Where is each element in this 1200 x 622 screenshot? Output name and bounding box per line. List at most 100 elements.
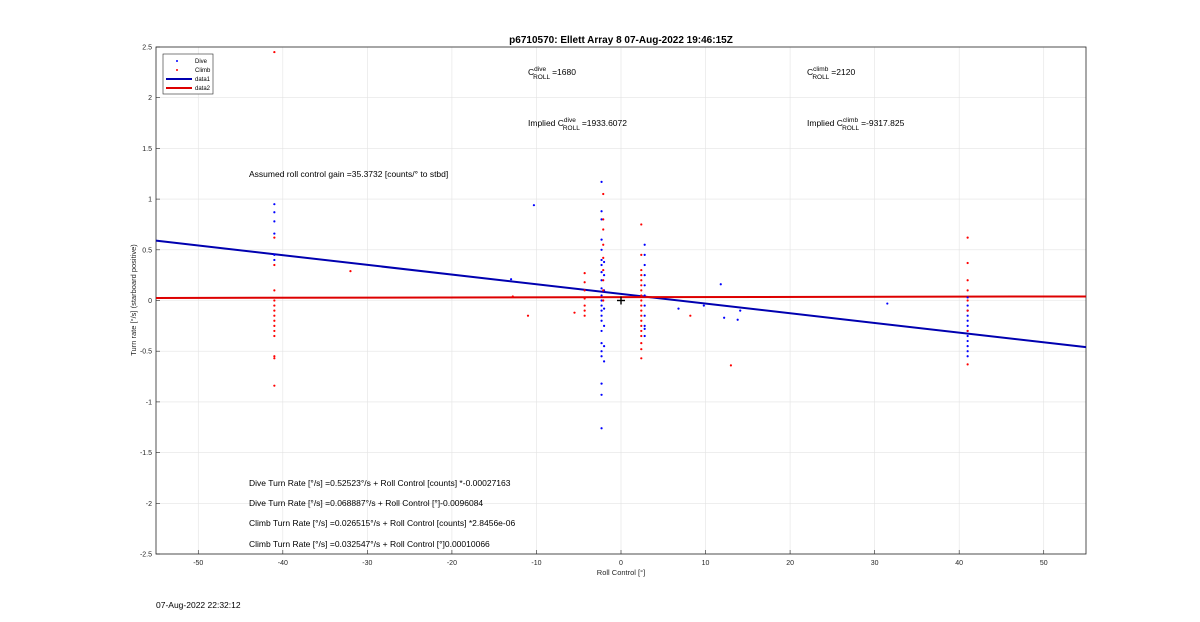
- data-point-climb: [602, 256, 605, 260]
- data-point-climb: [511, 295, 514, 298]
- c-roll-climb-sub: ROLL: [812, 74, 829, 81]
- data-points: [273, 50, 969, 430]
- data-point-climb: [273, 355, 276, 358]
- data-point-dive: [602, 307, 606, 310]
- c-roll-dive-prefix: C: [528, 67, 534, 77]
- data-point-dive: [643, 324, 646, 327]
- data-point-climb: [640, 357, 643, 360]
- data-point-dive: [509, 278, 513, 281]
- data-point-dive: [643, 274, 646, 277]
- data-point-dive: [719, 283, 722, 286]
- data-point-dive: [273, 258, 276, 262]
- data-point-dive: [736, 318, 739, 321]
- data-point-climb: [273, 309, 276, 312]
- data-point-dive: [600, 248, 603, 251]
- implied-dive-prefix: Implied C: [528, 118, 564, 128]
- legend-dive-marker: [176, 60, 178, 62]
- data-point-climb: [640, 274, 643, 277]
- data-point-dive: [643, 334, 646, 338]
- data-point-dive: [600, 319, 603, 322]
- x-tick-label: 10: [702, 560, 710, 567]
- data-point-climb: [640, 329, 643, 333]
- data-point-dive: [600, 258, 603, 262]
- c-roll-dive-sup: dive: [534, 66, 546, 73]
- x-tick-label: 30: [871, 560, 879, 567]
- data-point-dive: [966, 314, 969, 317]
- data-point-climb: [273, 289, 276, 292]
- data-point-climb: [640, 268, 643, 272]
- x-axis-label: Roll Control [°]: [597, 568, 645, 577]
- data-point-climb: [583, 309, 586, 312]
- climb-degrees-equation: Climb Turn Rate [°/s] =0.032547°/s + Rol…: [249, 539, 490, 549]
- x-tick-label: 40: [955, 560, 963, 567]
- data-point-dive: [600, 218, 603, 221]
- legend-data1-label: data1: [195, 77, 211, 83]
- data-point-dive: [600, 309, 603, 312]
- data-point-climb: [640, 309, 643, 312]
- data-point-dive: [643, 284, 646, 287]
- y-tick-label: -2.5: [140, 552, 152, 559]
- data-point-dive: [600, 294, 603, 297]
- axis-ticks: -50 -40 -30 -20 -10 0 10 20 30 40 50-2.5-2-1.5-1-0…: [140, 45, 1048, 568]
- data-point-climb: [966, 261, 969, 265]
- legend: Dive Climb data1 data2: [162, 53, 214, 95]
- x-tick-label: -50: [193, 560, 203, 567]
- x-tick-label: 20: [786, 560, 794, 567]
- data-point-dive: [643, 304, 646, 307]
- implied-c-roll-climb-annotation: Implied Cclimb ROLL=-9317.825: [807, 117, 905, 132]
- data-point-climb: [640, 324, 643, 327]
- data-point-climb: [273, 384, 276, 387]
- c-roll-dive-sub: ROLL: [533, 74, 550, 81]
- data-point-climb: [583, 281, 586, 284]
- data-point-dive: [966, 355, 969, 358]
- data-point-climb: [640, 299, 643, 302]
- data-point-climb: [966, 329, 969, 333]
- data-point-dive: [600, 263, 603, 267]
- data-point-dive: [643, 294, 646, 297]
- data-point-climb: [966, 363, 969, 366]
- fit-line-data1: [155, 239, 1087, 349]
- data-point-climb: [640, 348, 643, 351]
- y-tick-label: -0.5: [140, 349, 152, 356]
- data-point-dive: [723, 316, 726, 319]
- x-tick-label: -10: [531, 560, 541, 567]
- y-tick-label: 2.5: [142, 45, 152, 52]
- data-point-dive: [600, 329, 603, 333]
- data-point-climb: [602, 268, 605, 272]
- data-point-dive: [600, 427, 603, 430]
- data-point-dive: [966, 319, 969, 322]
- data-point-climb: [602, 279, 605, 282]
- data-point-climb: [966, 279, 969, 282]
- data-point-dive: [677, 307, 680, 310]
- chart-title: p6710570: Ellett Array 8 07-Aug-2022 19:…: [509, 35, 733, 46]
- data-point-climb: [640, 284, 643, 287]
- data-point-dive: [643, 314, 646, 317]
- data-point-climb: [640, 319, 643, 322]
- data-point-dive: [600, 382, 603, 385]
- legend-climb-marker: [176, 69, 178, 71]
- data-point-dive: [600, 393, 603, 396]
- data-point-climb: [273, 329, 276, 333]
- implied-climb-sup: climb: [843, 117, 859, 124]
- data-point-dive: [702, 304, 705, 307]
- footer-timestamp: 07-Aug-2022 22:32:12: [156, 600, 241, 610]
- y-tick-label: 1.5: [142, 146, 152, 153]
- implied-dive-sub: ROLL: [563, 125, 580, 132]
- data-point-climb: [689, 314, 692, 317]
- x-tick-label: 50: [1040, 560, 1048, 567]
- data-point-dive: [602, 324, 606, 327]
- data-point-climb: [640, 223, 643, 226]
- data-point-climb: [640, 294, 643, 297]
- data-point-dive: [886, 302, 889, 305]
- data-point-dive: [600, 271, 603, 274]
- x-tick-label: 0: [619, 560, 623, 567]
- data-point-climb: [602, 228, 605, 231]
- c-roll-dive-value: =1680: [552, 67, 576, 77]
- data-point-climb: [349, 269, 352, 273]
- data-point-climb: [602, 299, 605, 302]
- data-point-climb: [273, 299, 276, 302]
- data-point-dive: [966, 304, 969, 307]
- y-tick-label: -1.5: [140, 450, 152, 457]
- data-point-dive: [600, 238, 603, 241]
- data-point-climb: [273, 319, 276, 322]
